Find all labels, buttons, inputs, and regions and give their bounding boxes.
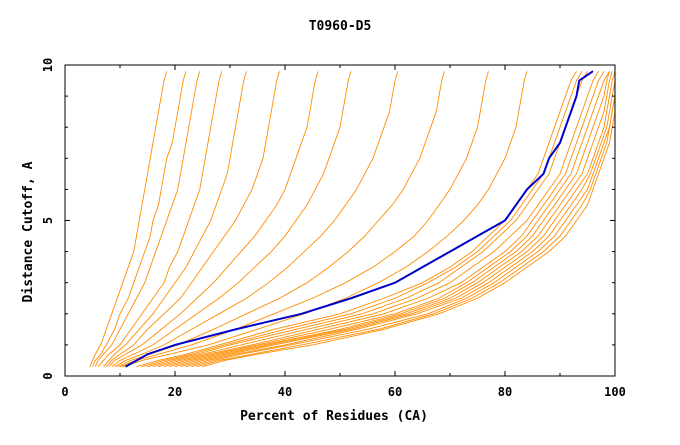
series-line-9 <box>114 71 399 368</box>
series-line-8 <box>111 71 352 368</box>
chart-title: T0960-D5 <box>309 19 372 34</box>
series-line-14 <box>152 70 599 368</box>
x-axis-label: Percent of Residues (CA) <box>240 409 428 424</box>
series-line-24 <box>141 70 583 368</box>
series-layer <box>89 70 616 368</box>
series-line-22 <box>196 71 616 368</box>
y-tick-label-2: 10 <box>41 58 55 72</box>
x-tick-label-5: 100 <box>604 385 626 399</box>
series-line-25 <box>136 70 577 368</box>
series-line-6 <box>105 71 280 367</box>
series-line-12 <box>122 71 528 368</box>
y-tick-label-1: 5 <box>41 217 55 224</box>
series-line-11 <box>119 71 489 368</box>
highlight-series-line <box>125 70 594 368</box>
series-line-16 <box>163 70 610 368</box>
series-line-3 <box>94 71 201 367</box>
series-line-5 <box>103 71 247 367</box>
series-line-19 <box>180 71 616 368</box>
x-tick-label-1: 20 <box>168 385 182 399</box>
series-line-2 <box>92 71 187 367</box>
series-line-7 <box>108 71 319 367</box>
x-tick-label-4: 80 <box>498 385 512 399</box>
x-tick-label-3: 60 <box>388 385 402 399</box>
y-tick-label-0: 0 <box>41 372 55 379</box>
series-line-10 <box>117 71 445 368</box>
series-line-17 <box>169 71 610 368</box>
series-line-23 <box>202 71 616 368</box>
axis-layer: 0 20 40 60 80 100 0 5 10 <box>41 58 626 399</box>
y-axis-label: Distance Cutoff, A <box>21 161 36 302</box>
series-line-1 <box>89 71 168 367</box>
series-line-20 <box>185 71 616 368</box>
x-tick-label-0: 0 <box>61 385 68 399</box>
x-tick-label-2: 40 <box>278 385 292 399</box>
series-line-15 <box>158 70 605 368</box>
series-line-18 <box>174 71 613 368</box>
series-line-4 <box>97 71 223 367</box>
